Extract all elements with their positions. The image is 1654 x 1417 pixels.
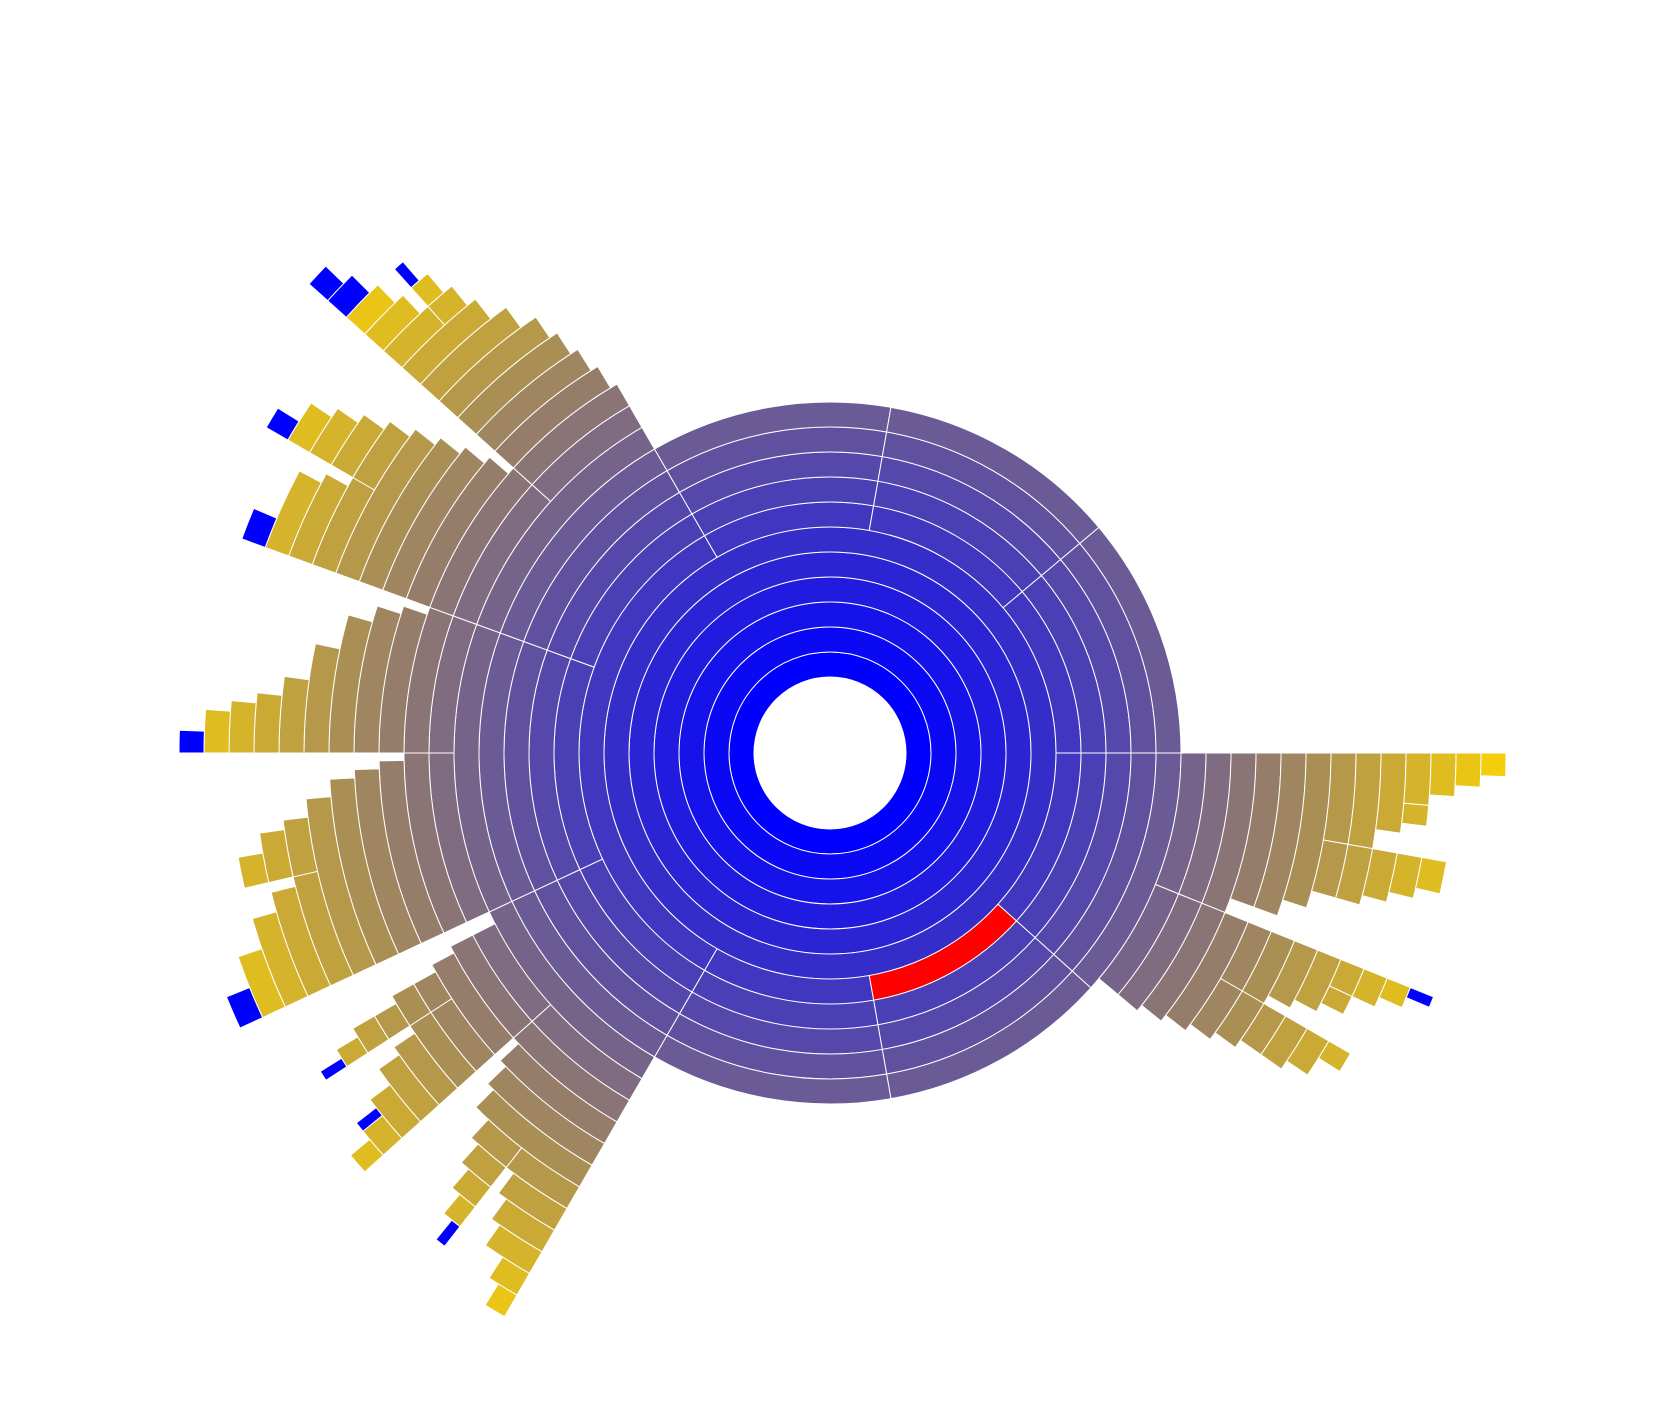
sunburst-segment xyxy=(319,1057,348,1082)
sunburst-segment xyxy=(1480,752,1507,778)
sunburst-segment xyxy=(728,651,932,855)
sunburst-segment xyxy=(278,675,310,754)
sunburst-segment xyxy=(1405,986,1435,1009)
sunburst-segment xyxy=(253,692,283,754)
sunburst-segment xyxy=(349,1138,385,1173)
sunburst-segment xyxy=(265,407,300,441)
sunburst-segment xyxy=(228,700,257,754)
sunburst-segment xyxy=(393,260,421,289)
sunburst-segment xyxy=(1317,1040,1352,1073)
sunburst-segment xyxy=(435,1219,461,1247)
sunburst-segment xyxy=(1454,752,1482,788)
sunburst-segment xyxy=(1320,985,1353,1016)
sunburst-segment xyxy=(355,1106,384,1132)
sunburst-segment xyxy=(1415,856,1448,895)
sunburst-segment xyxy=(308,265,345,302)
sunburst-segment xyxy=(1401,802,1430,827)
sunburst-segment xyxy=(241,507,278,549)
sunburst-segment xyxy=(1079,526,1182,754)
sunburst-segment xyxy=(225,986,264,1029)
sunburst-segment xyxy=(203,708,231,754)
sunburst-segment xyxy=(1429,752,1457,798)
sunburst-segment xyxy=(1403,752,1432,806)
sunburst-segment xyxy=(484,1283,518,1318)
sunburst-segment xyxy=(178,729,205,754)
sunburst-segment xyxy=(237,852,270,889)
